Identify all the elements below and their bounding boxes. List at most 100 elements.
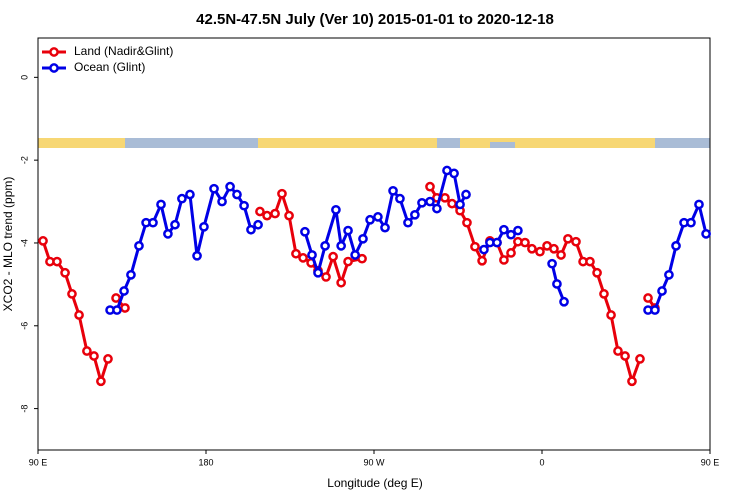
data-point (701, 229, 711, 239)
data-point (313, 267, 323, 278)
data-point (686, 217, 696, 228)
data-point (556, 250, 566, 260)
data-point (156, 199, 166, 210)
data-point (343, 225, 353, 236)
data-point (492, 237, 502, 248)
data-point (447, 198, 457, 209)
data-point (119, 286, 129, 296)
data-point (455, 199, 465, 210)
data-point (477, 255, 487, 266)
land-mask-strip (38, 138, 710, 148)
data-point (520, 237, 530, 248)
data-point (650, 305, 660, 315)
y-tick-label: -4 (19, 239, 29, 247)
data-point (403, 217, 413, 228)
data-point (380, 222, 390, 233)
data-point (549, 243, 559, 254)
data-point (134, 241, 144, 251)
legend-label: Ocean (Glint) (74, 60, 145, 74)
x-tick-label: 0 (539, 457, 544, 467)
data-point (599, 289, 609, 299)
data-point (209, 183, 219, 194)
data-point (461, 189, 471, 200)
data-point (527, 243, 537, 254)
data-point (571, 236, 581, 247)
data-point (425, 196, 435, 207)
data-point (331, 204, 341, 215)
data-point (620, 351, 630, 361)
data-point (358, 233, 368, 244)
x-tick-label: 90 E (29, 457, 48, 467)
data-point (440, 192, 450, 203)
data-point (163, 229, 173, 239)
data-point (417, 197, 427, 208)
data-point (277, 188, 287, 199)
chart-title: 42.5N-47.5N July (Ver 10) 2015-01-01 to … (196, 11, 554, 28)
data-point (52, 256, 62, 267)
data-point (255, 206, 265, 217)
data-point (103, 354, 113, 364)
legend-label: Land (Nadir&Glint) (74, 44, 173, 58)
data-point (199, 221, 209, 232)
series-line (110, 169, 708, 312)
data-point (298, 253, 308, 263)
data-point (177, 193, 187, 204)
data-point (336, 241, 346, 251)
data-point (627, 376, 637, 387)
data-point (410, 209, 420, 220)
y-axis-label: XCO2 - MLO trend (ppm) (1, 177, 15, 312)
data-point (60, 267, 70, 278)
data-point (291, 248, 301, 259)
data-point (343, 256, 353, 267)
data-point (38, 236, 48, 246)
data-point (126, 269, 136, 280)
series-line (41, 185, 657, 383)
data-point (185, 189, 195, 200)
data-point (643, 293, 653, 303)
data-point (552, 279, 562, 289)
data-point (357, 253, 367, 264)
data-point (82, 346, 92, 356)
data-point (217, 196, 227, 207)
y-tick-label: -6 (19, 322, 29, 330)
data-point (270, 208, 280, 219)
data-point (499, 255, 509, 265)
legend-marker (49, 63, 59, 73)
data-point (425, 181, 435, 192)
data-point (225, 181, 235, 192)
data-point (664, 269, 674, 280)
data-point (388, 185, 398, 196)
data-point (120, 303, 130, 313)
data-point (513, 225, 523, 236)
data-point (535, 246, 545, 257)
data-point (592, 267, 602, 278)
data-point (563, 233, 573, 244)
data-point (559, 296, 569, 307)
data-point (585, 256, 595, 267)
data-point (470, 241, 480, 252)
x-axis-label: Longitude (deg E) (327, 476, 422, 490)
data-point (246, 224, 256, 235)
data-point (613, 346, 623, 356)
data-point (300, 226, 310, 237)
data-point (694, 199, 704, 210)
data-point (506, 229, 516, 240)
data-point (462, 217, 472, 228)
data-point (432, 203, 442, 214)
y-tick-label: -8 (19, 405, 29, 413)
data-point (365, 214, 375, 225)
data-point (373, 212, 383, 222)
data-point (635, 354, 645, 364)
data-point (232, 189, 242, 200)
data-point (112, 305, 122, 315)
data-point (506, 248, 516, 258)
data-point (192, 250, 202, 261)
data-point (96, 376, 106, 387)
data-point (499, 224, 509, 235)
data-point (239, 200, 249, 211)
data-point (307, 250, 317, 260)
y-tick-label: 0 (19, 75, 29, 80)
x-tick-label: 180 (198, 457, 213, 467)
x-tick-label: 90 E (701, 457, 720, 467)
